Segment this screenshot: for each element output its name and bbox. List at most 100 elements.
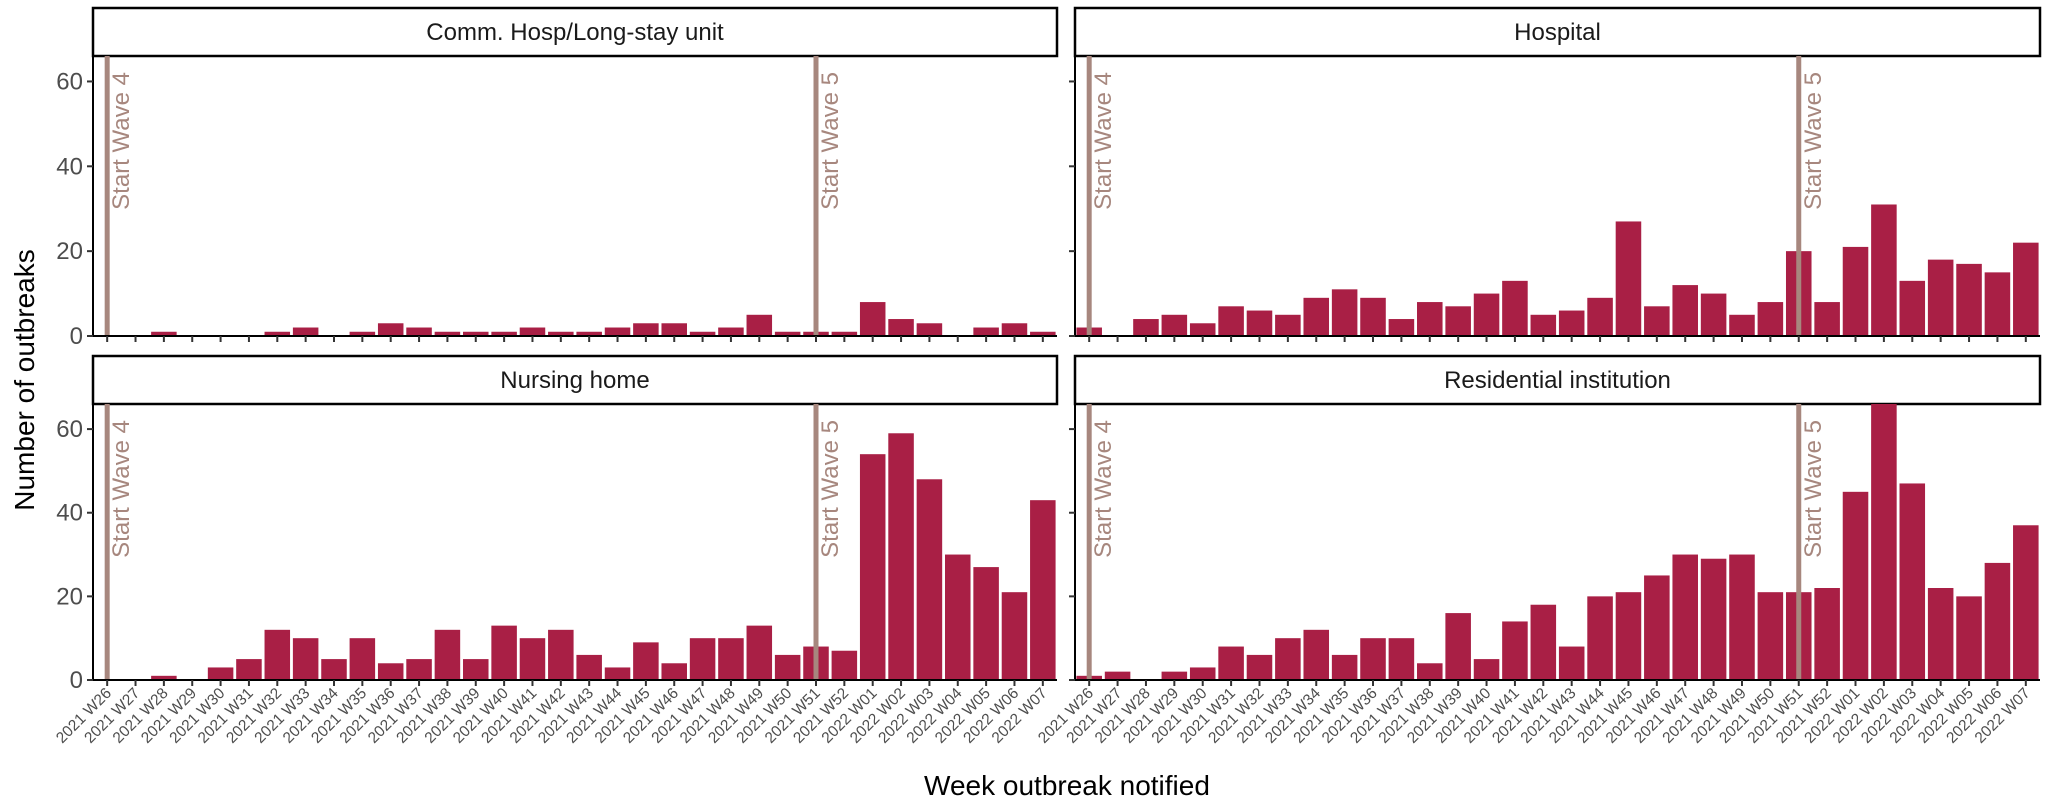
bar (1530, 314, 1557, 336)
bar (1729, 554, 1755, 680)
bar (1927, 588, 1954, 680)
y-tick-label: 40 (56, 500, 83, 527)
facet-panel: Hospital Start Wave 4 Start Wave 5 (1069, 6, 2042, 342)
bar (1388, 638, 1415, 680)
bar (434, 331, 461, 336)
bar (1814, 302, 1840, 336)
bar (1700, 293, 1727, 336)
bar (1218, 646, 1244, 680)
bar (1871, 204, 1897, 336)
bar (633, 642, 659, 680)
bar (406, 659, 432, 680)
facet-panel: Comm. Hosp/Long-stay unit Start Wave 4 Sta… (56, 6, 1059, 350)
y-tick-label: 20 (56, 583, 83, 610)
bar (831, 331, 858, 336)
bar (264, 629, 291, 680)
bar (1189, 667, 1216, 680)
bar (604, 667, 631, 680)
bar (1360, 638, 1386, 680)
bar (1246, 310, 1273, 336)
bar (1615, 221, 1642, 336)
bar (1899, 280, 1926, 336)
bar (1587, 297, 1613, 336)
bar (1842, 491, 1869, 680)
bar (151, 331, 177, 336)
bar (859, 454, 886, 680)
bar (576, 331, 602, 336)
bar (1927, 259, 1954, 336)
bar (207, 667, 234, 680)
facet-strip-label: Nursing home (500, 367, 649, 394)
bar (1104, 671, 1131, 680)
bar (1189, 323, 1216, 336)
y-tick-label: 40 (56, 153, 83, 180)
bar (746, 625, 773, 680)
bar (1757, 302, 1784, 336)
bar (519, 638, 546, 680)
bar (1218, 306, 1244, 336)
y-tick-label: 60 (56, 416, 83, 443)
bar (1502, 280, 1528, 336)
wave-reference-label: Start Wave 5 (1800, 72, 1827, 210)
bar (264, 331, 291, 336)
wave-reference-label: Start Wave 4 (108, 72, 135, 210)
bar (1133, 319, 1159, 336)
x-axis-title: Week outbreak notified (924, 770, 1210, 800)
bar (1473, 659, 1500, 680)
bar (1700, 558, 1727, 680)
bar (916, 479, 943, 680)
bar (463, 331, 489, 336)
bar (746, 314, 773, 336)
bar (292, 638, 319, 680)
bar (491, 331, 517, 336)
bar (1956, 596, 1982, 680)
bar (548, 331, 574, 336)
bar (463, 659, 489, 680)
bar (377, 323, 404, 336)
bar (1672, 285, 1698, 336)
facet-strip (91, 354, 1059, 406)
bar (1303, 629, 1330, 680)
bar (973, 327, 999, 336)
bar (1360, 297, 1386, 336)
bar (1161, 314, 1188, 336)
y-tick-label: 0 (70, 323, 83, 350)
bar (151, 675, 177, 680)
bar (576, 654, 602, 680)
bar (661, 663, 687, 680)
bar (1246, 654, 1273, 680)
bar (1587, 596, 1613, 680)
y-tick-label: 60 (56, 68, 83, 95)
bar (1672, 554, 1698, 680)
bar (377, 663, 404, 680)
bar (1275, 314, 1301, 336)
bar (916, 323, 943, 336)
bar (491, 625, 517, 680)
bar (718, 638, 744, 680)
bar (1644, 575, 1670, 680)
bar (1842, 246, 1869, 336)
bar (1001, 592, 1028, 680)
bar (1502, 621, 1528, 680)
bar (292, 327, 319, 336)
bar (718, 327, 744, 336)
bar (548, 629, 574, 680)
bar (1899, 483, 1926, 680)
wave-reference-label: Start Wave 5 (817, 72, 844, 210)
bar (774, 331, 801, 336)
bar (689, 638, 716, 680)
wave-reference-label: Start Wave 4 (1090, 420, 1117, 558)
bar (1161, 671, 1188, 680)
bar (349, 331, 376, 336)
bar (1729, 314, 1755, 336)
bar (1984, 272, 2011, 336)
wave-reference-label: Start Wave 5 (1800, 420, 1827, 558)
bar (859, 302, 886, 336)
bar (406, 327, 432, 336)
bar (1417, 663, 1443, 680)
bar (1445, 306, 1471, 336)
bar (1814, 588, 1840, 680)
bar (1871, 404, 1897, 680)
bar (434, 629, 461, 680)
